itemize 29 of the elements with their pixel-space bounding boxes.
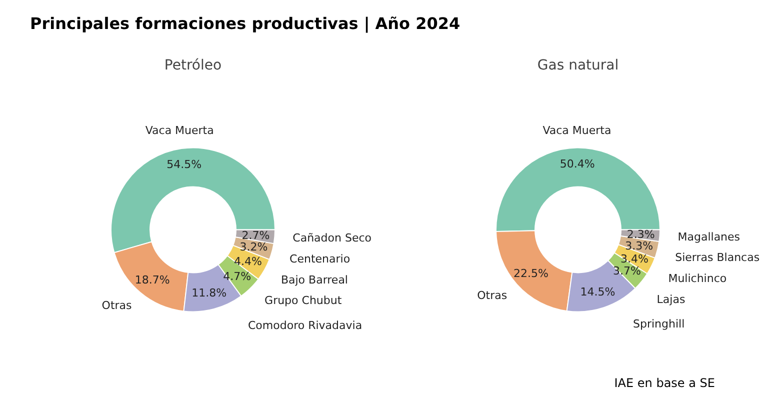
text: Principales formaciones productivas | Año 2024 — [30, 13, 460, 35]
data-label: 50.4% — [560, 158, 595, 171]
slice-label: Sierras Blancas — [675, 251, 760, 264]
slice-label: Vaca Muerta — [145, 124, 214, 138]
slice-label: Magallanes — [678, 230, 740, 244]
slice-label: Comodoro Rivadavia — [248, 319, 362, 332]
data-label: 14.5% — [580, 286, 616, 299]
data-label: 11.8% — [192, 286, 227, 300]
slice-label: Grupo Chubut — [264, 294, 342, 308]
slice-label: Springhill — [633, 317, 685, 330]
slice-label: Centenario — [290, 252, 350, 266]
data-label: 22.5% — [514, 266, 548, 280]
data-label: 54.5% — [166, 158, 202, 172]
text: IAE en base a SE — [614, 375, 715, 392]
slice-label: Cañadon Seco — [292, 232, 372, 245]
chart-title: Petróleo — [164, 58, 222, 74]
slice-label: Otras — [102, 298, 132, 312]
data-label: 4.4% — [234, 255, 262, 268]
data-label: 2.3% — [626, 228, 655, 241]
data-label: 18.7% — [134, 273, 170, 286]
slice-label: Mulichinco — [668, 272, 727, 286]
chart-title: Gas natural — [537, 58, 619, 74]
data-label: 3.2% — [240, 240, 268, 254]
slice-label: Lajas — [656, 292, 686, 306]
slice-label: Vaca Muerta — [542, 124, 612, 138]
slice-label: Otras — [477, 289, 508, 302]
slice-label: Bajo Barreal — [280, 273, 348, 286]
data-label: 2.7% — [242, 228, 270, 242]
data-label: 3.3% — [625, 239, 654, 252]
